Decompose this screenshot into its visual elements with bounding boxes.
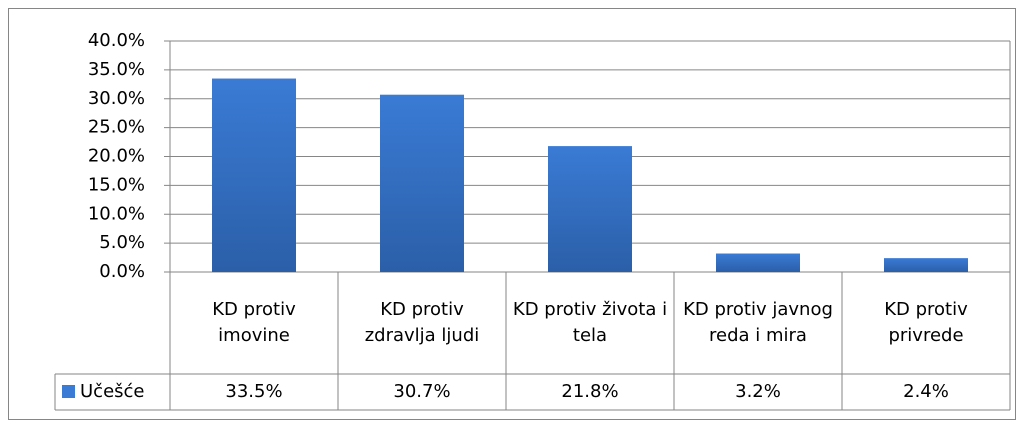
y-tick-label: 10.0% — [88, 203, 145, 224]
y-tick-label: 30.0% — [88, 88, 145, 109]
category-label: KD protiv privrede — [884, 299, 968, 346]
bar — [884, 258, 968, 272]
y-tick-label: 25.0% — [88, 117, 145, 138]
value-label: 3.2% — [735, 381, 781, 402]
category-label: KD protiv imovine — [212, 299, 296, 346]
bar — [716, 253, 800, 272]
category-label: KD protiv života i tela — [512, 299, 668, 346]
y-tick-label: 5.0% — [99, 232, 145, 253]
value-label: 21.8% — [561, 381, 619, 402]
bar — [212, 78, 296, 272]
y-tick-label: 35.0% — [88, 59, 145, 80]
legend-swatch — [62, 385, 75, 398]
y-tick-label: 20.0% — [88, 146, 145, 167]
y-tick-label: 40.0% — [88, 30, 145, 51]
legend-label: Učešće — [80, 381, 145, 402]
value-label: 2.4% — [903, 381, 949, 402]
value-label: 30.7% — [393, 381, 451, 402]
bar — [380, 94, 464, 273]
category-label: KD protiv zdravlja ljudi — [364, 299, 480, 346]
y-tick-label: 15.0% — [88, 174, 145, 195]
y-tick-label: 0.0% — [99, 261, 145, 282]
category-label: KD protiv javnog reda i mira — [683, 299, 833, 346]
bar — [548, 146, 632, 272]
value-label: 33.5% — [225, 381, 283, 402]
